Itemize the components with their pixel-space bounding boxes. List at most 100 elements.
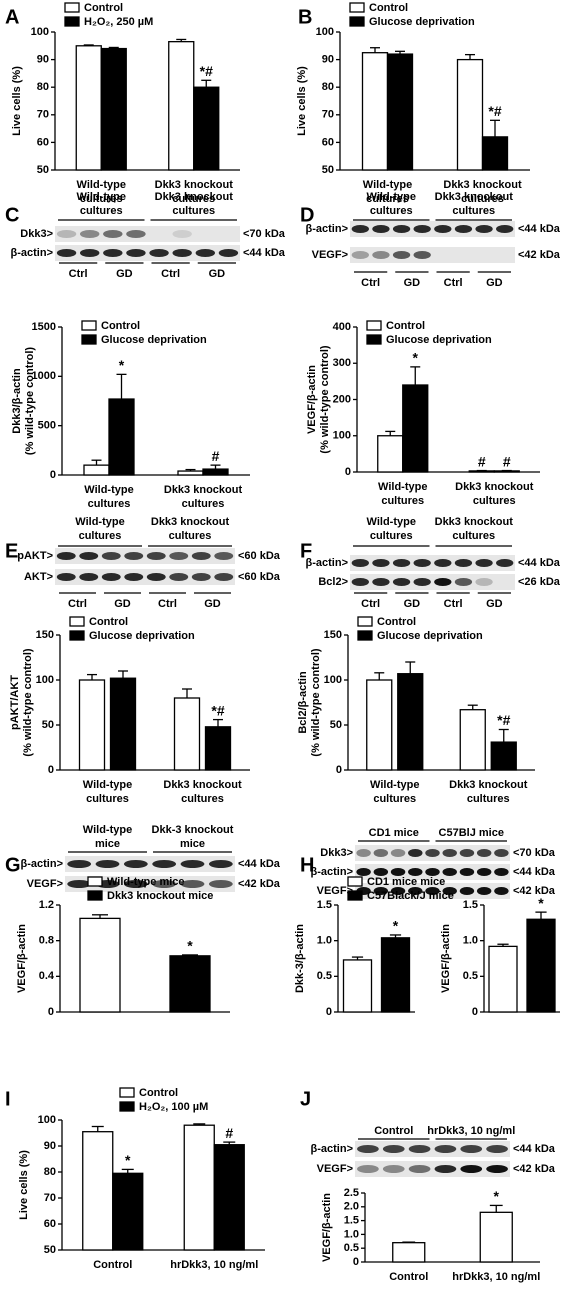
blot-band [392, 225, 411, 233]
blot-band [496, 225, 514, 233]
blot-lane-label: GD [204, 598, 221, 610]
blot-group-label: mice [95, 838, 120, 850]
blot-group-label: C57BlJ mice [439, 827, 504, 839]
panel-letter: I [5, 1088, 11, 1110]
blot-band [425, 887, 440, 895]
bar [493, 470, 520, 473]
blot-band [195, 249, 216, 257]
legend-label: Control [377, 616, 416, 628]
blot-lane-label: Ctrl [444, 277, 463, 289]
blot-group-label: CD1 mice [369, 827, 419, 839]
blot-band [356, 868, 371, 876]
blot-band [434, 225, 452, 233]
legend-swatch [69, 630, 85, 641]
blot-band [476, 849, 492, 857]
x-tick-label: Wild-type [363, 179, 412, 191]
blot-group-label: Wild-type [367, 516, 416, 528]
x-tick-label: Wild-type [77, 179, 126, 191]
x-tick-label: Dkk3 knockout [455, 481, 534, 493]
blot-band [79, 552, 99, 560]
blot-band [357, 1145, 379, 1153]
x-tick-label: cultures [182, 498, 225, 510]
y-tick-label: 100 [333, 430, 351, 442]
blot-band [475, 559, 493, 567]
legend-label: Control [369, 2, 408, 14]
bar [366, 679, 393, 771]
significance-mark: * [413, 350, 419, 366]
y-tick-label: 0 [326, 1006, 332, 1018]
blot-band [408, 868, 423, 876]
bar [78, 679, 106, 771]
significance-mark: * [538, 895, 544, 911]
blot-row-label: AKT> [24, 571, 53, 583]
bar [168, 41, 195, 171]
panel-letter: E [5, 540, 18, 562]
y-tick-label: 100 [31, 26, 49, 38]
blot-band [390, 849, 406, 857]
blot-lane-label: GD [486, 598, 503, 610]
blot-group-label: cultures [370, 205, 413, 217]
y-tick-label: 2.5 [344, 1187, 359, 1199]
blot-band [382, 1145, 405, 1153]
y-tick-label: 50 [44, 1244, 56, 1256]
bar [83, 464, 110, 476]
legend-swatch [357, 630, 373, 641]
y-tick-label: 1.0 [344, 1228, 359, 1240]
blot-group-label: hrDkk3, 10 ng/ml [427, 1125, 515, 1137]
y-tick-label: 1.5 [463, 899, 478, 911]
y-axis-label: (% wild-type control) [319, 345, 331, 454]
y-tick-label: 0 [336, 764, 342, 776]
blot-background [55, 548, 235, 564]
significance-mark: * [125, 1152, 131, 1168]
bar [79, 917, 121, 1013]
blot-band [408, 849, 423, 857]
blot-band [191, 552, 211, 560]
y-tick-label: 0 [48, 1006, 54, 1018]
blot-band [373, 849, 389, 857]
y-tick-label: 1.0 [317, 935, 332, 947]
blot-lane-label: Ctrl [69, 268, 88, 280]
bar [342, 959, 373, 1013]
bar [380, 937, 411, 1013]
blot-band [191, 573, 211, 581]
legend-swatch [81, 320, 97, 331]
blot-row-label: VEGF> [27, 878, 63, 890]
blot-band [56, 249, 77, 257]
x-tick-label: cultures [181, 793, 224, 805]
y-tick-label: 80 [44, 1166, 56, 1178]
bar [183, 1124, 215, 1251]
x-tick-label: cultures [461, 193, 504, 205]
blot-band [413, 578, 431, 586]
blot-lane-label: GD [486, 277, 503, 289]
bar [468, 470, 495, 473]
blot-band [425, 868, 440, 876]
blot-band [56, 230, 77, 238]
blot-band [351, 559, 369, 567]
y-axis-label: (% wild-type control) [22, 648, 34, 757]
significance-mark: # [503, 453, 511, 469]
blot-row-label: VEGF> [312, 249, 348, 261]
x-tick-label: Wild-type [370, 779, 419, 791]
bar [204, 726, 232, 771]
y-tick-label: 0.5 [344, 1242, 359, 1254]
blot-band [442, 887, 457, 895]
legend-swatch [357, 616, 373, 627]
y-tick-label: 100 [36, 674, 54, 686]
blot-lane-label: Ctrl [361, 598, 380, 610]
y-axis-label: VEGF/β-actin [16, 924, 28, 993]
blot-row-label: β-actin> [311, 866, 353, 878]
significance-mark: # [212, 448, 220, 464]
blot-row-label: β-actin> [311, 1143, 353, 1155]
bar [100, 47, 127, 171]
blot-size-label: <70 kDa [243, 228, 286, 240]
bar [456, 58, 484, 171]
y-tick-label: 300 [333, 357, 351, 369]
blot-band [408, 1165, 431, 1173]
significance-mark: * [494, 1188, 500, 1204]
blot-band [152, 880, 177, 888]
blot-group-label: cultures [172, 205, 215, 217]
x-tick-label: Wild-type [378, 481, 427, 493]
bar [108, 398, 135, 476]
y-tick-label: 0.4 [39, 970, 55, 982]
